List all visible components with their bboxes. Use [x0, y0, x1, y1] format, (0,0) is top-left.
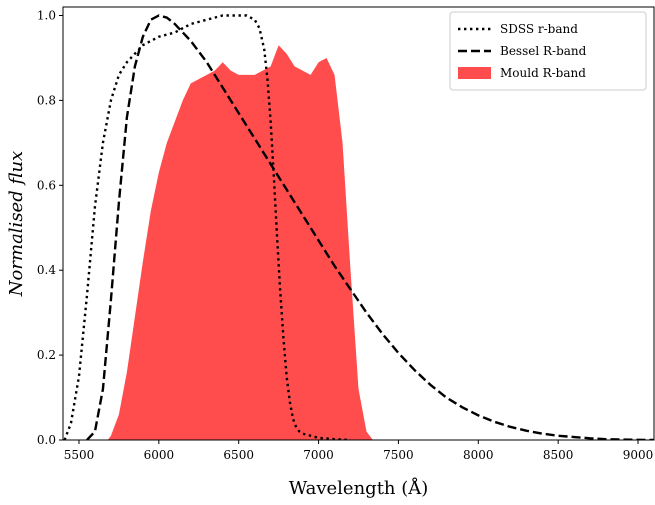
x-tick-label: 6500 — [223, 448, 254, 462]
x-tick-label: 8000 — [463, 448, 494, 462]
y-tick-label: 0.4 — [37, 263, 56, 277]
series-bessel-r-band-line — [86, 14, 654, 440]
legend-label-bessel-r-band: Bessel R-band — [500, 44, 587, 58]
legend: SDSS r-band Bessel R-band Mould R-band — [449, 11, 647, 91]
legend-box — [449, 11, 647, 91]
x-axis-label: Wavelength (Å) — [289, 477, 429, 499]
x-tick-label: 7500 — [383, 448, 414, 462]
y-axis-label: Normalised flux — [6, 151, 27, 297]
x-tick-label: 9000 — [623, 448, 654, 462]
y-tick-label: 0.8 — [37, 93, 56, 107]
legend-label-sdss-r-band: SDSS r-band — [500, 22, 578, 36]
x-tick-label: 7000 — [303, 448, 334, 462]
ticks-layer: 5500 6000 6500 7000 7500 8000 8500 9000 0.0 0.2 0.… — [37, 8, 653, 462]
legend-label-mould-r-band: Mould R-band — [500, 66, 586, 80]
x-tick-label: 5500 — [64, 448, 95, 462]
series-sdss-r-band-line — [63, 14, 351, 440]
y-tick-label: 0.2 — [37, 348, 56, 362]
y-tick-label: 1.0 — [37, 8, 56, 22]
axes-frame — [62, 6, 655, 441]
y-tick-label: 0.0 — [37, 433, 56, 447]
x-tick-label: 6000 — [144, 448, 175, 462]
legend-swatch-mould-r-band — [458, 67, 491, 79]
series-mould-r-band-area — [107, 45, 373, 440]
plot-area — [63, 14, 654, 440]
x-tick-label: 8500 — [543, 448, 574, 462]
y-tick-label: 0.6 — [37, 178, 56, 192]
